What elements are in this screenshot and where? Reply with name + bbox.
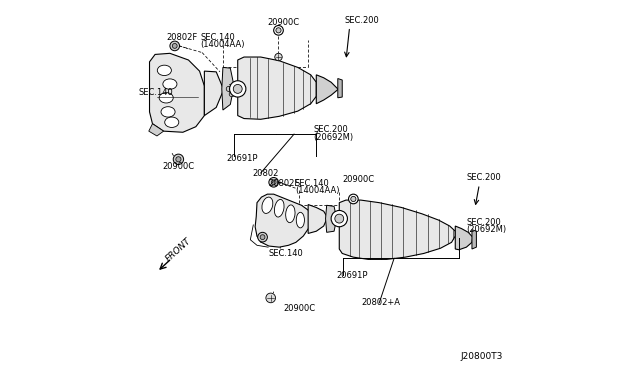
- Text: 20900C: 20900C: [283, 304, 315, 313]
- Polygon shape: [472, 230, 476, 249]
- Circle shape: [269, 177, 278, 187]
- Polygon shape: [338, 78, 342, 98]
- Circle shape: [176, 157, 181, 162]
- Text: SEC.200: SEC.200: [467, 218, 501, 227]
- Text: 20802F: 20802F: [166, 33, 198, 42]
- Polygon shape: [339, 200, 455, 259]
- Text: SEC.200: SEC.200: [314, 125, 348, 134]
- Text: 20802: 20802: [253, 169, 279, 178]
- Circle shape: [276, 28, 281, 33]
- Text: FRONT: FRONT: [164, 237, 193, 264]
- Circle shape: [266, 293, 276, 303]
- Circle shape: [229, 92, 234, 97]
- Circle shape: [258, 232, 268, 242]
- Circle shape: [351, 196, 356, 202]
- Circle shape: [173, 154, 184, 164]
- Ellipse shape: [157, 65, 172, 76]
- Ellipse shape: [275, 199, 284, 217]
- Circle shape: [335, 214, 344, 223]
- Text: (14004AA): (14004AA): [201, 40, 245, 49]
- Text: SEC.140: SEC.140: [295, 179, 330, 188]
- Text: SEC.200: SEC.200: [344, 16, 379, 25]
- Text: (20692M): (20692M): [314, 133, 353, 142]
- Text: SEC.140: SEC.140: [138, 88, 173, 97]
- Circle shape: [172, 44, 177, 48]
- Circle shape: [349, 194, 358, 204]
- Polygon shape: [316, 75, 338, 104]
- Circle shape: [260, 235, 265, 240]
- Ellipse shape: [262, 197, 273, 214]
- Polygon shape: [308, 205, 328, 234]
- Circle shape: [170, 41, 180, 51]
- Text: 20691P: 20691P: [227, 154, 258, 163]
- Text: 20900C: 20900C: [268, 18, 300, 27]
- Circle shape: [331, 211, 348, 227]
- Polygon shape: [204, 71, 223, 116]
- Ellipse shape: [164, 117, 179, 128]
- Ellipse shape: [159, 93, 173, 103]
- Ellipse shape: [285, 205, 295, 223]
- Polygon shape: [255, 194, 311, 247]
- Text: 20802F: 20802F: [268, 179, 300, 188]
- Polygon shape: [150, 53, 204, 132]
- Text: 20900C: 20900C: [163, 162, 195, 171]
- Text: SEC.140: SEC.140: [268, 249, 303, 259]
- Circle shape: [274, 26, 284, 35]
- Text: 20691P: 20691P: [336, 271, 367, 280]
- Text: 20900C: 20900C: [342, 175, 374, 184]
- Text: J20800T3: J20800T3: [461, 352, 503, 362]
- Circle shape: [226, 86, 232, 92]
- Circle shape: [275, 53, 282, 61]
- Text: (20692M): (20692M): [467, 225, 506, 234]
- Circle shape: [271, 180, 276, 185]
- Ellipse shape: [161, 107, 175, 117]
- Polygon shape: [455, 226, 473, 250]
- Ellipse shape: [163, 79, 177, 89]
- Text: 20802+A: 20802+A: [362, 298, 401, 307]
- Polygon shape: [326, 205, 337, 232]
- Polygon shape: [148, 124, 164, 136]
- Circle shape: [233, 84, 242, 93]
- Polygon shape: [222, 67, 234, 110]
- Ellipse shape: [296, 212, 305, 228]
- Text: SEC.140: SEC.140: [201, 33, 236, 42]
- Text: SEC.200: SEC.200: [467, 173, 501, 182]
- Circle shape: [230, 81, 246, 97]
- Polygon shape: [237, 57, 316, 119]
- Text: (14004AA): (14004AA): [295, 186, 339, 195]
